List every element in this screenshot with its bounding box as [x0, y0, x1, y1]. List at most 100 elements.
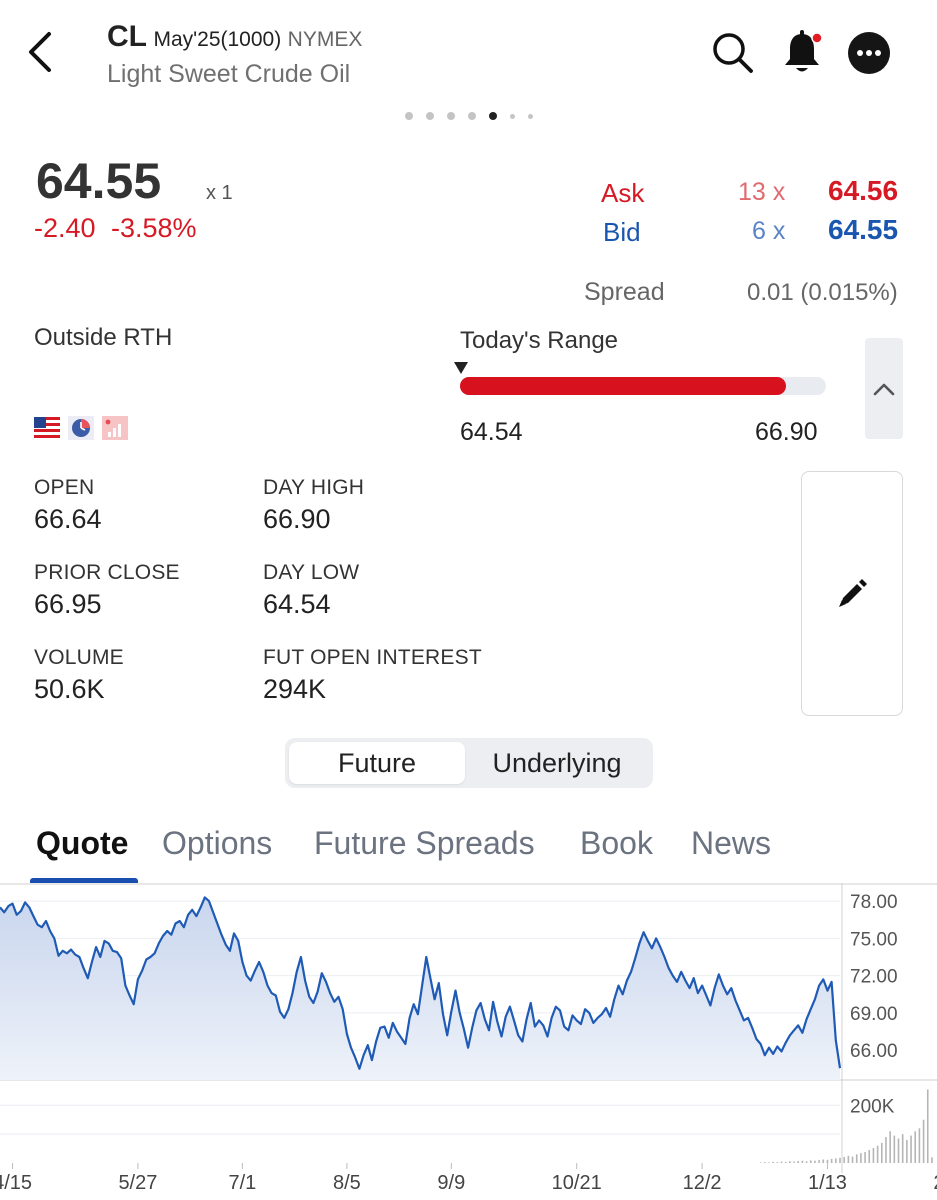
- volume-bar: [784, 1161, 787, 1163]
- tab-book[interactable]: Book: [580, 825, 653, 861]
- chevron-up-icon: [873, 383, 895, 395]
- range-low: 64.54: [460, 418, 523, 446]
- page-indicator[interactable]: [405, 112, 546, 120]
- page-dot: [510, 113, 515, 119]
- page-dot: [528, 113, 533, 119]
- bell-icon: [785, 30, 823, 72]
- x-tick-label: 2/24: [933, 1172, 937, 1194]
- stat-label-open: OPEN: [34, 476, 95, 499]
- volume-bar: [931, 1157, 933, 1163]
- volume-bar: [901, 1134, 904, 1163]
- clock-icon: [68, 416, 94, 440]
- volume-bar: [851, 1156, 854, 1163]
- contract-name: Light Sweet Crude Oil: [107, 60, 351, 88]
- volume-bar: [893, 1135, 896, 1163]
- volume-bar: [818, 1160, 820, 1163]
- us-flag-icon: [34, 416, 60, 440]
- volume-bar: [872, 1148, 875, 1163]
- ask-price: 64.56: [828, 175, 899, 206]
- volume-bar: [768, 1162, 770, 1163]
- bid-price: 64.55: [828, 214, 899, 245]
- active-tab-indicator: [30, 878, 138, 883]
- tab-options[interactable]: Options: [162, 825, 273, 861]
- volume-bar: [763, 1162, 766, 1163]
- volume-bar: [855, 1154, 858, 1163]
- stat-label-day-high: DAY HIGH: [263, 476, 365, 499]
- stat-value-day-low: 64.54: [263, 589, 331, 619]
- volume-bar: [860, 1153, 862, 1163]
- volume-bar: [918, 1128, 921, 1163]
- volume-tick-label: 200K: [850, 1096, 895, 1117]
- volume-bar: [889, 1131, 891, 1163]
- stat-label-prior-close: PRIOR CLOSE: [34, 561, 180, 584]
- volume-bar: [906, 1139, 908, 1163]
- volume-bar: [876, 1145, 879, 1163]
- back-button[interactable]: [18, 28, 62, 76]
- more-icon: [848, 32, 890, 74]
- x-tick-label: 5/27: [118, 1172, 157, 1194]
- tab-news[interactable]: News: [691, 825, 772, 861]
- stat-label-day-low: DAY LOW: [263, 561, 360, 584]
- volume-bar: [885, 1137, 887, 1163]
- toggle-future[interactable]: Future: [289, 742, 465, 784]
- range-bar-fill: [460, 377, 786, 395]
- volume-bar: [926, 1089, 929, 1163]
- last-price: 64.55: [36, 153, 162, 209]
- x-tick-label: 1/13: [808, 1172, 847, 1194]
- x-tick-label: 4/15: [0, 1172, 32, 1194]
- more-button[interactable]: [846, 30, 892, 76]
- x-tick-label: 7/1: [228, 1172, 256, 1194]
- volume-bar: [847, 1155, 850, 1163]
- volume-bar: [914, 1131, 917, 1163]
- bid-label: Bid: [603, 217, 641, 247]
- pencil-icon: [839, 578, 867, 607]
- volume-bar: [868, 1150, 871, 1163]
- contract-title: CL May'25(1000) NYMEX: [107, 20, 362, 54]
- symbol: CL: [107, 20, 147, 53]
- volume-bar: [835, 1158, 837, 1163]
- bid-size: 6 x: [752, 217, 786, 245]
- y-tick-label: 69.00: [850, 1004, 898, 1025]
- edit-fields-button[interactable]: [801, 471, 903, 716]
- stat-label-volume: VOLUME: [34, 646, 124, 669]
- volume-bar: [839, 1157, 841, 1163]
- range-label: Today's Range: [460, 327, 619, 354]
- stat-value-day-high: 66.90: [263, 504, 331, 534]
- volume-bar: [809, 1160, 812, 1163]
- tab-quote[interactable]: Quote: [36, 825, 129, 861]
- page-dot: [405, 112, 413, 120]
- volume-bar: [880, 1142, 883, 1163]
- stat-value-prior-close: 66.95: [34, 589, 102, 619]
- ask-size: 13 x: [738, 178, 786, 206]
- ask-label: Ask: [601, 178, 645, 208]
- range-bar: [460, 377, 826, 395]
- y-tick-label: 72.00: [850, 967, 898, 988]
- volume-bar: [843, 1156, 845, 1163]
- price-line: [0, 896, 842, 1070]
- page-dot: [426, 112, 434, 120]
- price-change: -2.40: [34, 213, 96, 243]
- volume-bar: [864, 1152, 866, 1163]
- back-chevron-icon: [29, 32, 51, 72]
- volume-bar: [776, 1162, 779, 1163]
- volume-bar: [822, 1159, 825, 1163]
- volume-bar: [772, 1161, 774, 1163]
- price-chart[interactable]: 78.00 75.00 72.00 69.00 66.00 200K 4/15 5/27 7/1…: [0, 883, 937, 1200]
- collapse-button[interactable]: [865, 338, 903, 439]
- spread-label: Spread: [584, 278, 665, 306]
- last-size: x 1: [206, 182, 233, 204]
- volume-bar: [789, 1161, 791, 1163]
- volume-bar: [826, 1159, 829, 1163]
- volume-bar: [814, 1160, 816, 1163]
- toggle-underlying[interactable]: Underlying: [492, 747, 622, 778]
- price-area: [0, 897, 840, 1080]
- price-change-pct: -3.58%: [111, 213, 197, 243]
- search-button[interactable]: [708, 28, 758, 78]
- tab-future-spreads[interactable]: Future Spreads: [314, 825, 535, 861]
- volume-bar: [897, 1138, 900, 1163]
- page-dot: [468, 112, 476, 120]
- spread-value: 0.01 (0.015%): [747, 279, 898, 306]
- range-marker-icon: [454, 362, 468, 374]
- alert-button[interactable]: [777, 26, 827, 78]
- stat-value-open-interest: 294K: [263, 674, 327, 704]
